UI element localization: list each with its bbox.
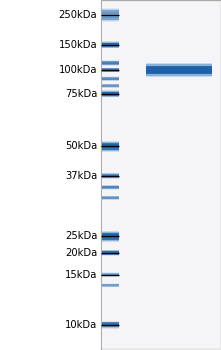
FancyBboxPatch shape <box>102 322 119 327</box>
FancyBboxPatch shape <box>102 78 119 80</box>
FancyBboxPatch shape <box>102 232 119 241</box>
FancyBboxPatch shape <box>102 144 119 148</box>
FancyBboxPatch shape <box>102 9 119 21</box>
FancyBboxPatch shape <box>102 173 119 178</box>
FancyBboxPatch shape <box>102 274 119 276</box>
FancyBboxPatch shape <box>102 323 119 326</box>
FancyBboxPatch shape <box>102 76 119 81</box>
FancyBboxPatch shape <box>102 41 119 48</box>
FancyBboxPatch shape <box>102 84 119 87</box>
FancyBboxPatch shape <box>102 284 119 287</box>
FancyBboxPatch shape <box>102 173 119 178</box>
FancyBboxPatch shape <box>102 284 119 287</box>
FancyBboxPatch shape <box>102 186 119 189</box>
Text: 25kDa: 25kDa <box>65 231 97 241</box>
FancyBboxPatch shape <box>102 272 119 277</box>
Text: 10kDa: 10kDa <box>65 320 97 330</box>
FancyBboxPatch shape <box>102 12 119 18</box>
FancyBboxPatch shape <box>102 273 119 277</box>
FancyBboxPatch shape <box>102 77 119 80</box>
FancyBboxPatch shape <box>102 43 119 46</box>
Text: 150kDa: 150kDa <box>59 40 97 50</box>
FancyBboxPatch shape <box>102 285 119 286</box>
FancyBboxPatch shape <box>146 64 212 76</box>
Text: 15kDa: 15kDa <box>65 270 97 280</box>
FancyBboxPatch shape <box>102 62 119 64</box>
FancyBboxPatch shape <box>101 0 221 350</box>
FancyBboxPatch shape <box>102 185 119 189</box>
FancyBboxPatch shape <box>102 142 119 151</box>
FancyBboxPatch shape <box>102 68 119 72</box>
FancyBboxPatch shape <box>102 251 119 254</box>
FancyBboxPatch shape <box>102 69 119 71</box>
FancyBboxPatch shape <box>102 90 119 97</box>
FancyBboxPatch shape <box>102 174 119 177</box>
FancyBboxPatch shape <box>102 233 119 240</box>
FancyBboxPatch shape <box>102 196 119 200</box>
FancyBboxPatch shape <box>102 10 119 20</box>
FancyBboxPatch shape <box>102 175 119 177</box>
FancyBboxPatch shape <box>102 84 119 88</box>
FancyBboxPatch shape <box>102 68 119 72</box>
Text: 250kDa: 250kDa <box>59 10 97 20</box>
FancyBboxPatch shape <box>102 84 119 88</box>
FancyBboxPatch shape <box>102 8 119 22</box>
FancyBboxPatch shape <box>102 42 119 48</box>
FancyBboxPatch shape <box>102 68 119 72</box>
Text: 75kDa: 75kDa <box>65 89 97 99</box>
FancyBboxPatch shape <box>146 63 212 77</box>
FancyBboxPatch shape <box>102 251 119 255</box>
FancyBboxPatch shape <box>102 322 119 328</box>
FancyBboxPatch shape <box>102 250 119 255</box>
Text: 50kDa: 50kDa <box>65 141 97 151</box>
FancyBboxPatch shape <box>102 250 119 256</box>
Text: 20kDa: 20kDa <box>65 248 97 258</box>
FancyBboxPatch shape <box>102 60 119 66</box>
FancyBboxPatch shape <box>102 284 119 287</box>
FancyBboxPatch shape <box>102 2 220 348</box>
FancyBboxPatch shape <box>102 42 119 47</box>
FancyBboxPatch shape <box>102 92 119 95</box>
FancyBboxPatch shape <box>102 196 119 200</box>
FancyBboxPatch shape <box>102 141 119 152</box>
FancyBboxPatch shape <box>102 143 119 150</box>
FancyBboxPatch shape <box>102 231 119 241</box>
FancyBboxPatch shape <box>102 85 119 86</box>
FancyBboxPatch shape <box>102 197 119 198</box>
FancyBboxPatch shape <box>102 77 119 81</box>
FancyBboxPatch shape <box>102 321 119 329</box>
Text: 37kDa: 37kDa <box>65 171 97 181</box>
Text: 100kDa: 100kDa <box>59 65 97 75</box>
FancyBboxPatch shape <box>102 61 119 65</box>
FancyBboxPatch shape <box>102 185 119 190</box>
FancyBboxPatch shape <box>102 91 119 97</box>
FancyBboxPatch shape <box>102 196 119 199</box>
FancyBboxPatch shape <box>102 273 119 276</box>
FancyBboxPatch shape <box>102 61 119 65</box>
FancyBboxPatch shape <box>146 67 212 73</box>
FancyBboxPatch shape <box>102 91 119 96</box>
FancyBboxPatch shape <box>102 186 119 188</box>
FancyBboxPatch shape <box>146 66 212 74</box>
FancyBboxPatch shape <box>102 234 119 238</box>
